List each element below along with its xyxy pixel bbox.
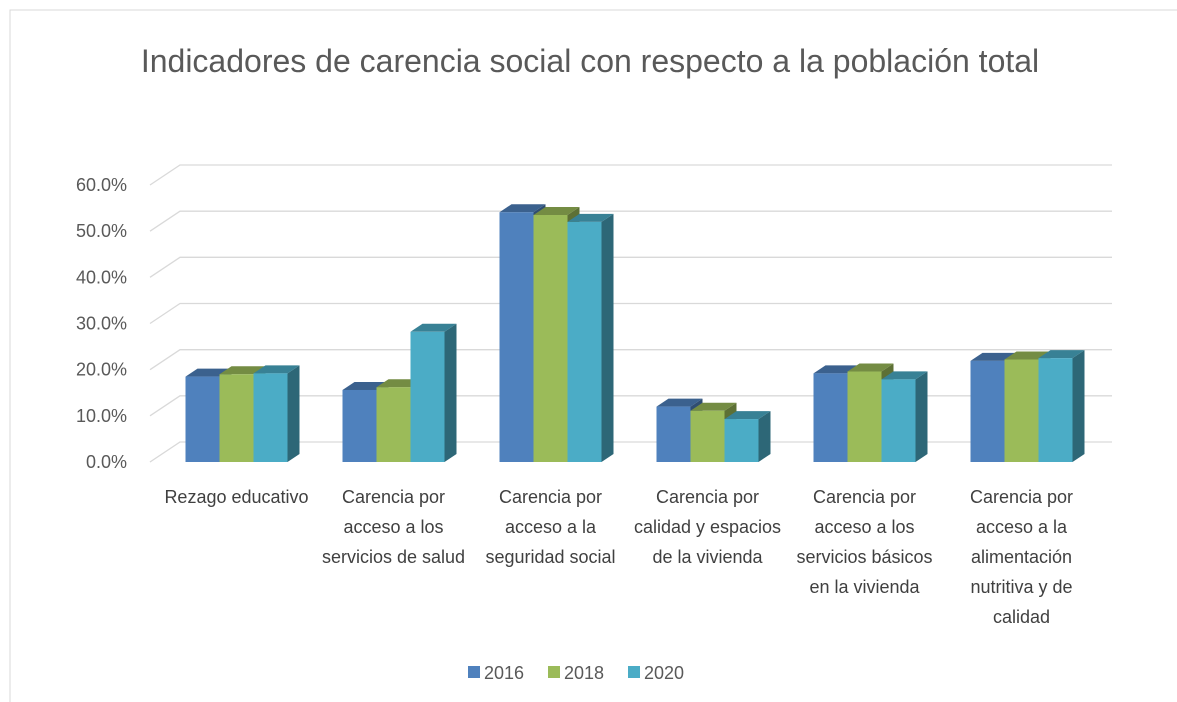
legend-swatch [628, 666, 640, 678]
grid-line [149, 164, 1112, 186]
bar [533, 215, 568, 462]
y-tick-label: 50.0% [76, 221, 127, 241]
bar [1004, 359, 1039, 462]
legend-swatch [548, 666, 560, 678]
bar [567, 221, 602, 462]
bar-side [915, 371, 928, 462]
bar-side [1072, 350, 1085, 462]
bar-top [410, 323, 457, 332]
legend-label: 2018 [564, 663, 604, 683]
bar [970, 360, 1005, 462]
y-tick-label: 10.0% [76, 406, 127, 426]
grid-line [149, 395, 1112, 417]
bar-side [601, 213, 614, 462]
bar-top [656, 398, 703, 407]
bar [847, 371, 882, 462]
bar-side [444, 323, 457, 462]
bar [253, 373, 288, 462]
x-tick-label: Rezago educativo [164, 487, 309, 507]
bar-side [287, 365, 300, 462]
bar-top [219, 366, 266, 375]
bar [881, 379, 916, 462]
bar [724, 419, 759, 462]
x-tick-label: Carencia por calidad y espacios de la vi… [633, 487, 782, 567]
y-tick-label: 20.0% [76, 360, 127, 380]
bar [185, 376, 220, 462]
bar-top [1038, 350, 1085, 359]
bar [1038, 358, 1073, 462]
bar [376, 387, 411, 462]
bar-top [690, 402, 737, 411]
bar [342, 389, 377, 462]
x-tick-label: Carencia por acceso a los servicios bási… [796, 487, 933, 597]
bar-side [758, 411, 771, 462]
bar [410, 331, 445, 462]
x-tick-label: Carencia por acceso a la alimentación nu… [969, 487, 1074, 627]
bar-top [567, 213, 614, 222]
bar-top [847, 363, 894, 372]
legend-swatch [468, 666, 480, 678]
grid-line [149, 349, 1112, 371]
bar [690, 410, 725, 462]
chart-border [9, 9, 1177, 702]
bar-top [533, 207, 580, 216]
bar [499, 212, 534, 462]
bar-top [881, 371, 928, 380]
y-tick-label: 30.0% [76, 314, 127, 334]
grid-line [149, 210, 1112, 232]
grid-line [149, 256, 1112, 278]
x-tick-label: Carencia por acceso a los servicios de s… [321, 487, 466, 567]
x-tick-label: Carencia por acceso a la seguridad socia… [485, 487, 616, 567]
bar [656, 406, 691, 462]
bar-top [253, 365, 300, 374]
grid-line [149, 441, 1112, 463]
bar-top [1004, 351, 1051, 360]
grid-line [149, 302, 1112, 325]
legend-label: 2016 [484, 663, 524, 683]
bar [219, 374, 254, 462]
bar-top [724, 411, 771, 420]
chart-title: Indicadores de carencia social con respe… [140, 43, 1040, 79]
y-tick-label: 60.0% [76, 175, 127, 195]
bar-top [499, 204, 546, 213]
bar [813, 373, 848, 462]
bar-top [970, 352, 1017, 361]
y-tick-label: 40.0% [76, 267, 127, 287]
legend-label: 2020 [644, 663, 684, 683]
y-tick-label: 0.0% [86, 452, 127, 472]
